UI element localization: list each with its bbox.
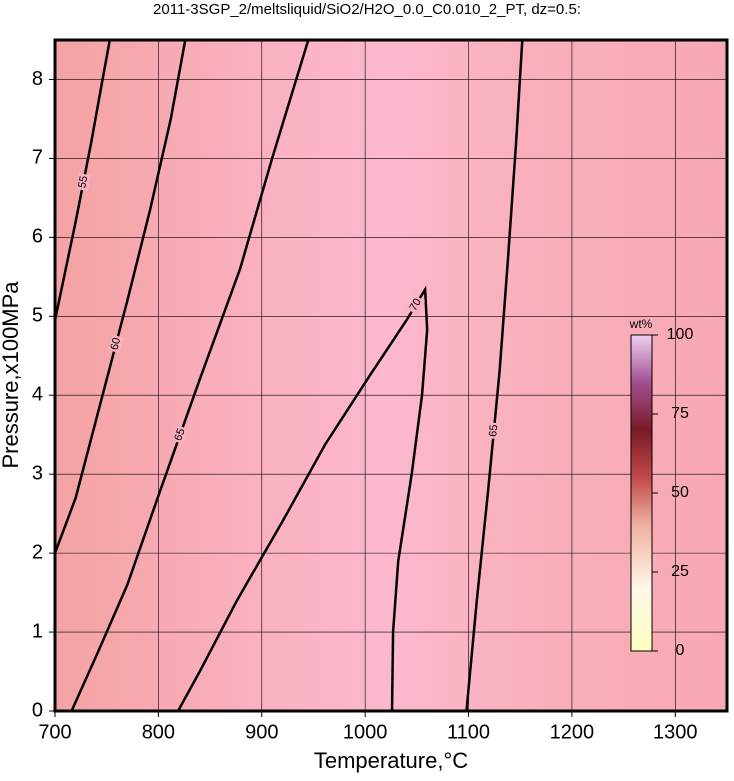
- colorbar-tick-label: 100: [667, 326, 694, 343]
- plot-area: [55, 40, 727, 711]
- plot-layer: 55 60 65 70 65: [53, 39, 727, 712]
- colorbar-tick-label: 50: [671, 484, 689, 501]
- y-tick-label: 3: [32, 462, 43, 484]
- contour-label: 65: [172, 427, 187, 443]
- contour-label-bg: [487, 422, 501, 440]
- chart-title: 2011-3SGP_2/meltsliquid/SiO2/H2O_0.0_C0.…: [153, 1, 581, 18]
- contour-label: 55: [76, 175, 90, 189]
- contour-label: 60: [109, 336, 124, 351]
- y-tick-label: 0: [32, 699, 43, 721]
- contour-label-bg: [108, 334, 124, 354]
- colorbar-tick-label: 25: [671, 563, 689, 580]
- plot-frame: [53, 38, 729, 713]
- y-tick-label: 6: [32, 226, 43, 248]
- y-tick-label: 7: [32, 147, 43, 169]
- contour-label-bg: [406, 294, 426, 315]
- y-tick-label: 1: [32, 620, 43, 642]
- contour-label-bg: [171, 425, 189, 445]
- x-tick-label: 800: [142, 721, 175, 743]
- y-axis-label: Pressure,x100MPa: [0, 281, 23, 469]
- y-tick-label: 2: [32, 541, 43, 563]
- x-tick-label: 900: [245, 721, 278, 743]
- colorbar-tick-label: 0: [676, 642, 685, 659]
- x-tick-label: 1200: [550, 721, 595, 743]
- contour-line: [53, 39, 187, 554]
- colorbar-label: wt%: [629, 317, 653, 331]
- x-tick-label: 1000: [343, 721, 388, 743]
- x-tick-label: 1100: [447, 721, 490, 743]
- contour-line: [465, 39, 524, 712]
- contour-label: 70: [407, 296, 424, 313]
- contour-line: [53, 39, 112, 321]
- contour-label: 65: [487, 424, 500, 437]
- contour-label-bg: [76, 173, 91, 192]
- x-tick-label: 1300: [653, 721, 698, 743]
- y-tick-label: 8: [32, 68, 43, 90]
- colorbar-tick-label: 75: [671, 405, 689, 422]
- y-tick-label: 4: [32, 384, 43, 406]
- y-tick-label: 5: [32, 305, 43, 327]
- x-tick-label: 700: [38, 721, 71, 743]
- colorbar: [630, 334, 653, 652]
- x-axis-label: Temperature,°C: [314, 748, 468, 773]
